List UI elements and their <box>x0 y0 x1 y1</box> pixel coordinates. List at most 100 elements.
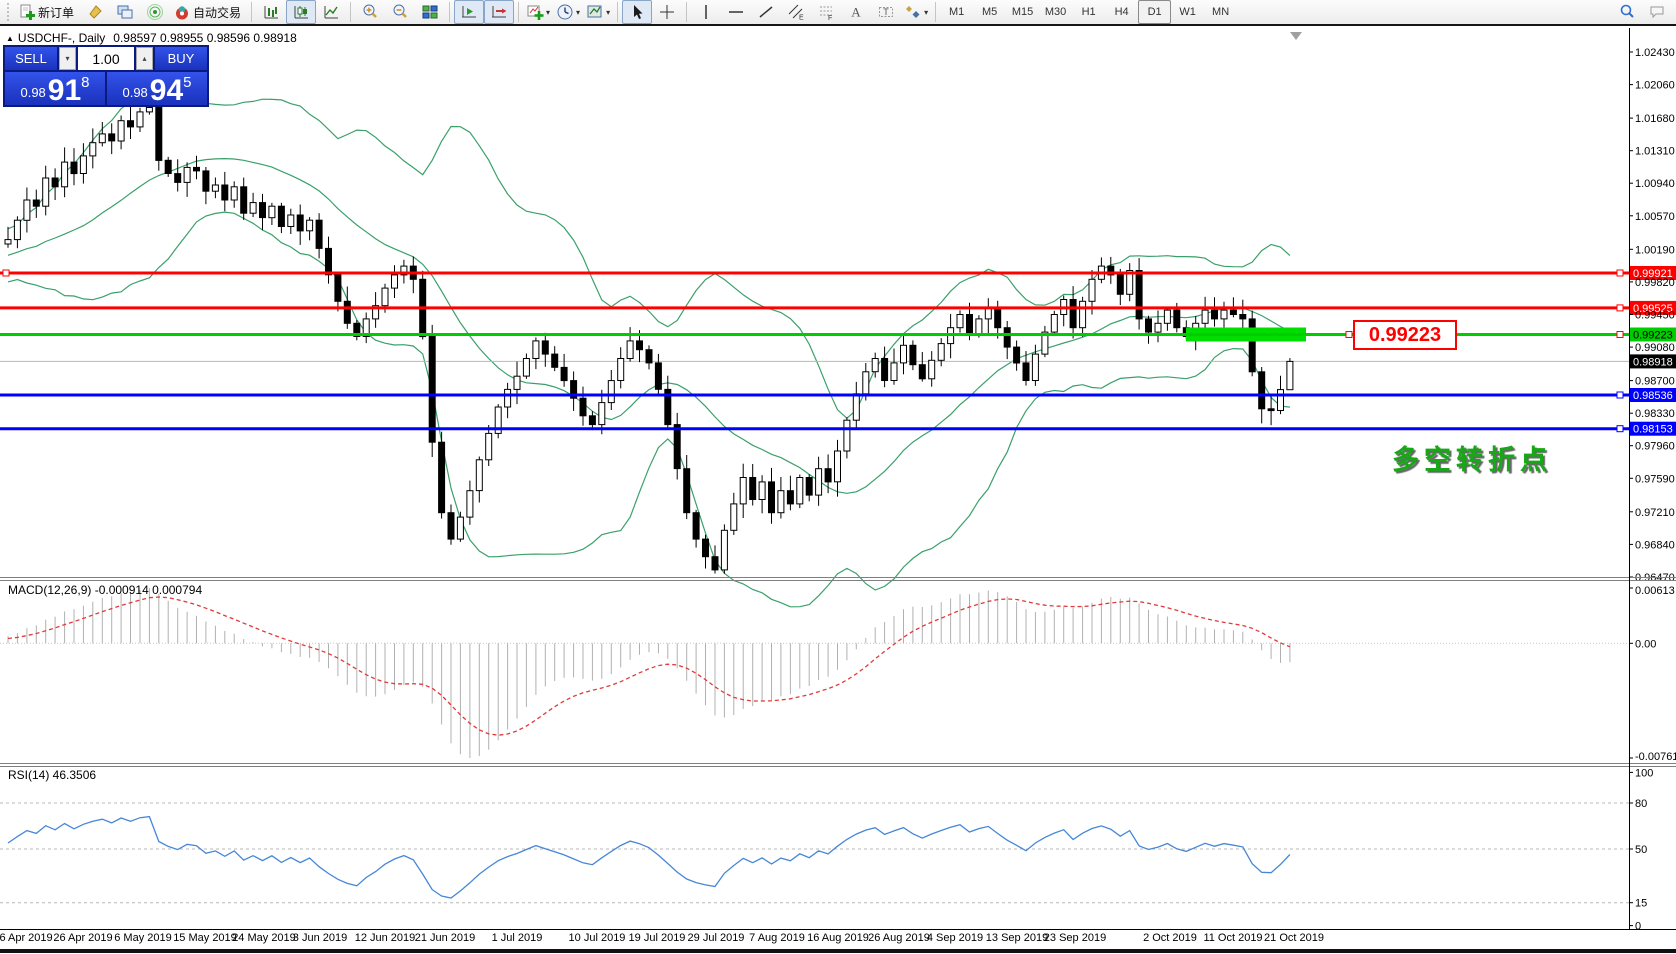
vline-icon <box>705 5 707 19</box>
new-order-button[interactable]: 新订单 <box>15 0 80 24</box>
svg-text:80: 80 <box>1635 798 1647 810</box>
bar-chart-button[interactable] <box>256 0 286 24</box>
fibonacci-button[interactable]: F <box>811 0 841 24</box>
svg-text:0.98153: 0.98153 <box>1633 424 1673 436</box>
news-broadcast-button[interactable] <box>140 0 170 24</box>
sell-button[interactable]: SELL <box>5 47 57 70</box>
svg-text:1.00940: 1.00940 <box>1635 178 1675 190</box>
svg-text:0.98330: 0.98330 <box>1635 408 1675 420</box>
chat-icon <box>1650 6 1664 19</box>
svg-text:0.97590: 0.97590 <box>1635 473 1675 485</box>
new-order-button-label: 新订单 <box>38 5 75 20</box>
text-label-button[interactable]: T <box>871 0 901 24</box>
toolbar-separator <box>518 2 520 22</box>
timeframe-M5[interactable]: M5 <box>981 6 998 18</box>
terminal-button[interactable] <box>110 0 140 24</box>
svg-text:0.99921: 0.99921 <box>1633 268 1673 280</box>
indicators-button[interactable]: ▾ <box>523 0 553 24</box>
collapse-quote-icon[interactable]: ▲ <box>6 34 14 43</box>
chart-shift-button[interactable] <box>484 0 515 24</box>
templates-button[interactable]: ▾ <box>583 0 613 24</box>
dropdown-caret-icon: ▾ <box>546 7 551 17</box>
periods-icon <box>557 4 573 20</box>
autotrading-icon <box>176 6 189 20</box>
buy-button[interactable]: BUY <box>155 47 207 70</box>
channel-button[interactable]: E <box>781 0 811 24</box>
vertical-line-button[interactable] <box>691 0 721 24</box>
dropdown-caret-icon: ▾ <box>924 7 929 17</box>
timeframe-W1[interactable]: W1 <box>1179 6 1196 18</box>
zoom-in-button[interactable] <box>355 0 385 24</box>
chart-area[interactable]: 0.99921 0.99525 0.99223 0.98536 0.98153 0.989… <box>0 28 1676 949</box>
timeframe-H1[interactable]: H1 <box>1081 6 1096 18</box>
timeframe-M1[interactable]: M1 <box>948 6 965 18</box>
svg-text:0.00: 0.00 <box>1635 638 1656 650</box>
svg-text:0.98536: 0.98536 <box>1633 390 1673 402</box>
svg-text:11 Oct 2019: 11 Oct 2019 <box>1203 932 1262 944</box>
svg-text:16 Apr 2019: 16 Apr 2019 <box>0 932 53 944</box>
arrows-button[interactable]: ▾ <box>901 0 931 24</box>
timeframe-M15[interactable]: M15 <box>1011 6 1034 18</box>
trendline-icon <box>759 6 773 18</box>
svg-text:1.02060: 1.02060 <box>1635 80 1675 92</box>
templates-icon <box>587 5 602 18</box>
price-chart[interactable]: 0.99921 0.99525 0.99223 0.98536 0.98153 0.989… <box>0 28 1676 949</box>
toolbar-separator <box>449 2 451 22</box>
styler-button[interactable] <box>80 0 110 24</box>
sell-price[interactable]: 0.98 91 8 <box>5 72 105 106</box>
svg-text:26 Apr 2019: 26 Apr 2019 <box>53 932 112 944</box>
zoom-in-icon <box>363 4 377 18</box>
svg-text:21 Oct 2019: 21 Oct 2019 <box>1264 932 1324 944</box>
trendline-button[interactable] <box>751 0 781 24</box>
svg-text:0.99525: 0.99525 <box>1633 303 1673 315</box>
buy-price[interactable]: 0.98 94 5 <box>107 72 207 106</box>
volume-decrease-button[interactable]: ▾ <box>59 47 76 70</box>
volume-input[interactable]: 1.00 <box>78 47 134 70</box>
svg-text:0.99223: 0.99223 <box>1633 330 1673 342</box>
timeframe-M30[interactable]: M30 <box>1044 6 1067 18</box>
feedback-button[interactable] <box>1642 0 1672 24</box>
timeframe-D1[interactable]: D1 <box>1138 0 1172 24</box>
symbol-title: USDCHF-, Daily <box>17 31 106 45</box>
svg-text:1.00570: 1.00570 <box>1635 211 1675 223</box>
search-button[interactable] <box>1612 0 1642 24</box>
periods-button[interactable]: ▾ <box>553 0 583 24</box>
svg-text:50: 50 <box>1635 844 1647 856</box>
toolbar-separator <box>686 2 688 22</box>
tile-windows-button[interactable] <box>415 0 445 24</box>
svg-text:26 Aug 2019: 26 Aug 2019 <box>868 932 930 944</box>
crosshair-button[interactable] <box>652 0 682 24</box>
cursor-button[interactable] <box>622 0 653 24</box>
tile-windows-icon <box>422 5 438 19</box>
bar-chart-icon <box>264 6 279 19</box>
channel-icon: E <box>788 4 804 21</box>
line-chart-icon <box>324 6 339 19</box>
candle-chart-button[interactable] <box>286 0 317 24</box>
svg-text:15 May 2019: 15 May 2019 <box>173 932 237 944</box>
fibonacci-icon: F <box>820 6 832 21</box>
dropdown-caret-icon: ▾ <box>606 7 611 17</box>
svg-text:1.01310: 1.01310 <box>1635 146 1675 158</box>
symbol-info: ▲ USDCHF-, Daily 0.98597 0.98955 0.98596 0… <box>6 31 297 45</box>
zoom-out-button[interactable] <box>385 0 415 24</box>
text-button[interactable]: A <box>841 0 871 24</box>
price-level-callout[interactable]: 0.99223 <box>1353 320 1457 350</box>
toolbar: 新订单 自动交易 ▾ ▾ ▾ E F A T ▾ M1 M5 M15 M30 H1 H4 D1 W1 MN <box>0 0 1676 26</box>
svg-text:19 Jul 2019: 19 Jul 2019 <box>629 932 686 944</box>
svg-text:1.01680: 1.01680 <box>1635 113 1675 125</box>
svg-text:6 May 2019: 6 May 2019 <box>114 932 171 944</box>
volume-increase-button[interactable]: ▴ <box>136 47 153 70</box>
svg-text:0.97210: 0.97210 <box>1635 507 1675 519</box>
toolbar-separator <box>935 2 937 22</box>
svg-text:1.00190: 1.00190 <box>1635 244 1675 256</box>
horizontal-line-button[interactable] <box>721 0 751 24</box>
svg-text:1.02430: 1.02430 <box>1635 47 1675 59</box>
timeframe-H4[interactable]: H4 <box>1114 6 1129 18</box>
autotrading-button[interactable]: 自动交易 <box>170 0 247 24</box>
svg-text:16 Aug 2019: 16 Aug 2019 <box>807 932 869 944</box>
label-icon: T <box>879 7 894 17</box>
line-chart-button[interactable] <box>316 0 346 24</box>
auto-scroll-button[interactable] <box>454 0 485 24</box>
timeframe-MN[interactable]: MN <box>1212 6 1230 18</box>
